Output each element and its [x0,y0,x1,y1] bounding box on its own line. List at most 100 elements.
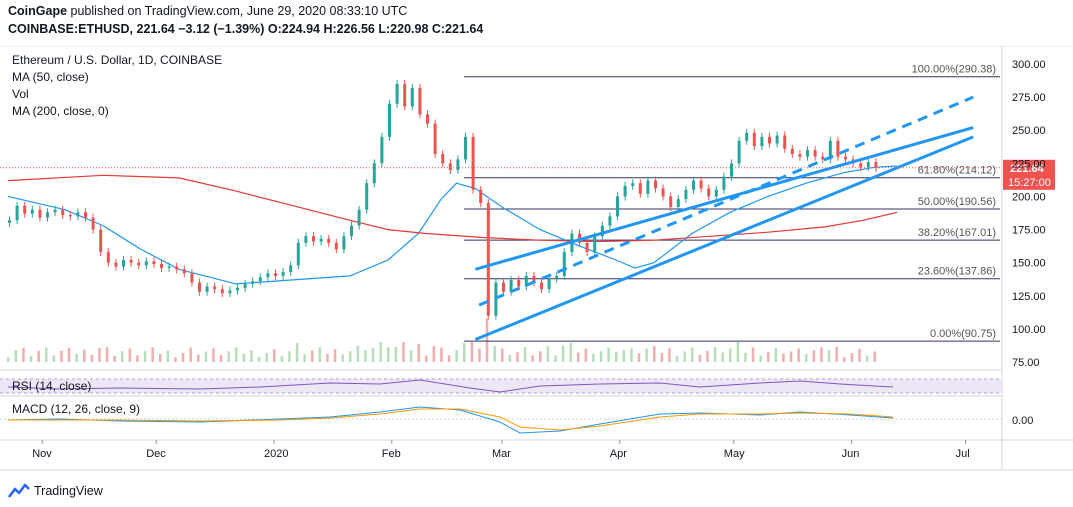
volume-bar [447,355,451,362]
candle-body [243,283,247,288]
volume-bar [29,355,33,362]
volume-bar [736,342,740,362]
volume-bar [835,346,838,362]
candle-body [281,271,285,276]
volume-bar [250,350,253,362]
volume-bar [850,352,854,362]
ma200-line [7,174,898,243]
ma200-legend: MA (200, close, 0) [12,104,109,118]
price-tick-label: 250.00 [1012,125,1046,137]
volume-bar [159,353,162,362]
volume-bar [607,347,610,362]
candle-body [479,189,483,204]
volume-bar [273,349,276,362]
candle-body [236,287,239,291]
volume-bar [463,343,466,362]
volume-bar [364,350,367,362]
candle-body [403,83,407,107]
candle-body [220,289,224,294]
time-tick-label: Apr [610,448,627,460]
volume-bar [143,350,147,362]
volume-bar [751,347,755,362]
volume-bar [546,346,550,362]
price-axis: 300.00 275.00 250.00 225.00 200.00 175.00 150.… [1012,59,1046,369]
candle-body [251,281,255,284]
candle-body [84,212,87,218]
volume-bar [668,348,671,362]
volume-bar [508,354,512,362]
candle-body [266,273,270,278]
rsi-line [7,379,894,393]
price-tick-label: 100.00 [1012,324,1046,336]
candle-body [654,180,657,189]
publish-line: CoinGape published on TradingView.com, J… [8,4,407,18]
candle-body [585,242,589,253]
volume-bar [280,355,284,362]
volume-bar [615,351,618,362]
candle-body [638,183,642,194]
candle-body [53,209,57,213]
candle-body [380,136,384,164]
candle-body [129,260,133,263]
volume-bar [235,347,238,362]
volume-bar [729,348,732,362]
candle-body [91,217,95,230]
channel-middle-line [478,95,974,307]
candle-body [768,136,771,144]
candle-body [304,236,308,243]
publish-header: CoinGape published on TradingView.com, J… [0,0,1073,40]
volume-bar [774,347,778,362]
ohlc-values: O:224.94 H:226.56 L:220.98 C:221.64 [267,22,484,36]
candle-body [68,214,72,217]
ascending-channel [474,95,974,341]
volume-bar [90,354,94,362]
volume-bar [52,355,56,362]
volume-bar [827,350,831,362]
candle-body [441,154,445,164]
volume-bar [128,348,132,362]
volume-bar [516,352,519,362]
macd-legend: MACD (12, 26, close, 9) [12,402,140,416]
candle-body [547,278,551,290]
volume-bar [265,352,268,362]
volume-bar [105,347,109,362]
volume-bar [242,353,246,362]
volume-bar [318,347,322,362]
candle-body [182,269,186,274]
candle-body [821,156,825,160]
moving-averages [7,165,898,285]
candle-body [730,163,733,177]
volume-bar [189,347,192,362]
candle-body [806,150,809,157]
candle-body [30,209,34,214]
price-chart[interactable]: 100.00%(290.38) 61.80%(214.12) 50.00%(190.… [0,46,1073,476]
volume-bar [333,349,337,362]
price-tick-label: 275.00 [1012,92,1046,104]
volume-bar [744,352,747,362]
volume-bar [858,348,861,362]
volume-bar [485,318,489,362]
volume-bar [592,353,595,362]
candle-body [737,140,741,164]
candle-body [38,209,42,218]
candle-body [388,103,391,137]
tradingview-logo-icon [8,483,30,498]
candle-body [426,114,429,124]
candle-body [616,196,619,217]
volume-bar [820,347,823,362]
time-tick-label: Mar [492,448,511,460]
fib-level-label: 38.20%(167.01) [918,227,996,239]
candle-body [593,236,597,253]
volume-bar [37,350,40,362]
candle-body [395,83,399,104]
candle-body [152,261,156,264]
candle-body [486,203,490,316]
volume-bar [599,351,603,362]
candle-body [669,196,673,208]
volume-bar [341,354,344,362]
volume-bar [843,357,846,362]
volume-bar [721,352,724,362]
volume-bar [197,354,200,362]
macd-line [7,406,894,434]
candle-body [342,236,346,250]
